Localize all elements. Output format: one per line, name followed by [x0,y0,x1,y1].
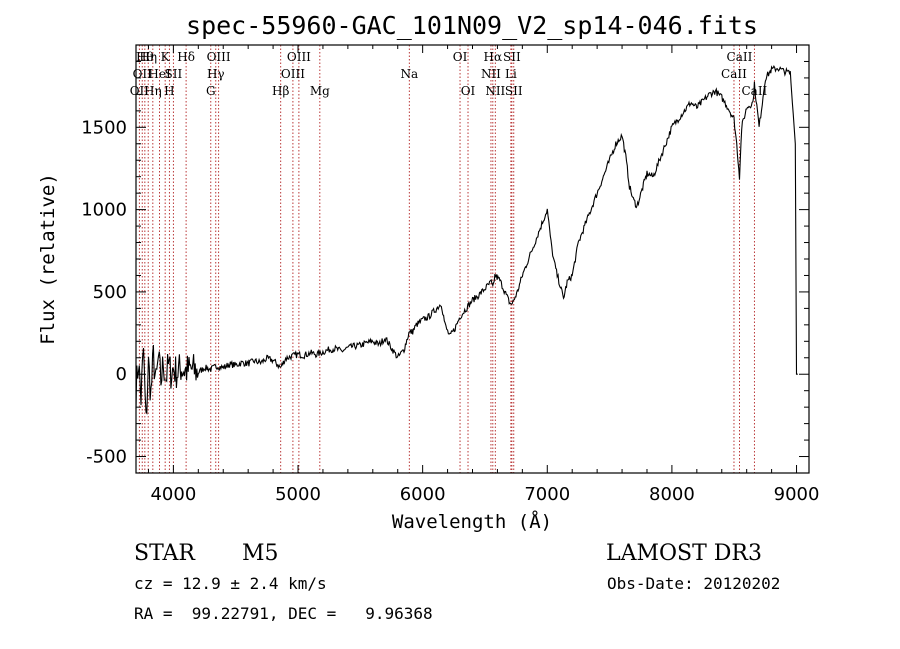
x-axis-ticks: 4000 5000 6000 7000 8000 9000 [147,45,820,505]
observation-date: Obs-Date: 20120202 [607,574,780,593]
plot-frame [135,44,810,474]
line-label: Hη [144,84,162,98]
y-axis-label: Flux (relative) [37,173,59,345]
redshift-velocity: cz = 12.9 ± 2.4 km/s [134,574,327,593]
y-tick-label: -500 [86,447,127,468]
line-label: OI [461,84,476,98]
line-label: CaII [727,50,753,64]
line-label: SII [165,67,183,81]
y-tick-label: 500 [93,282,127,303]
line-label: OIII [281,67,305,81]
x-axis-label: Wavelength (Å) [392,510,552,533]
line-label: Hθ [136,50,154,64]
y-tick-label: 1000 [81,200,127,221]
object-class: STAR [134,541,196,566]
line-label: SII [505,84,523,98]
y-tick-label: 0 [116,364,127,385]
y-axis-ticks: -500 0 500 1000 1500 [81,60,809,474]
line-label: HeI [148,67,171,81]
line-label: Hβ [272,84,289,98]
line-label: Na [400,67,418,81]
line-label: Hη [139,50,157,64]
survey-name: LAMOST DR3 [606,541,762,566]
line-label: G [206,84,216,98]
object-subclass: M5 [242,541,279,566]
line-label: OI [453,50,468,64]
spectral-line-labels: OIIOIIHθHηHηHeIKHSIIHδGHγOIIIHβOIIIOIIIM… [130,50,768,98]
line-label: NII [485,84,505,98]
x-tick-label: 9000 [774,484,820,505]
line-label: OIII [207,50,231,64]
line-label: Li [505,67,517,81]
ra-dec-coordinates: RA = 99.22791, DEC = 9.96368 [134,604,433,623]
line-label: CaII [721,67,747,81]
line-label: Mg [310,84,330,98]
x-tick-label: 7000 [524,484,570,505]
line-label: NII [481,67,501,81]
line-label: OIII [287,50,311,64]
line-label: Hγ [207,67,225,81]
x-tick-label: 8000 [649,484,695,505]
x-tick-label: 6000 [400,484,446,505]
line-label: SII [503,50,521,64]
x-tick-label: 5000 [275,484,321,505]
spectral-line-markers [138,45,755,473]
line-label: OII [130,84,150,98]
y-tick-label: 1500 [81,117,127,138]
chart-title: spec-55960-GAC_101N09_V2_sp14-046.fits [186,11,758,40]
line-label: H [164,84,174,98]
line-label: Hδ [177,50,195,64]
flux-series-line [135,64,798,415]
x-tick-label: 4000 [150,484,196,505]
line-label: K [161,50,171,64]
line-label: Hα [484,50,503,64]
